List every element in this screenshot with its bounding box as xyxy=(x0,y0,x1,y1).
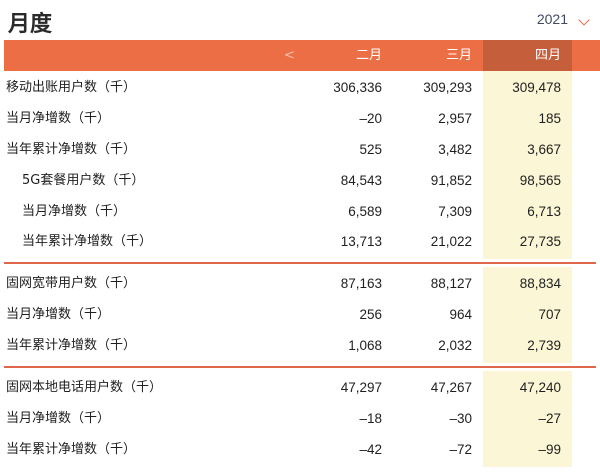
row-label: 当月净增数（千） xyxy=(6,411,111,426)
table-row: 固网本地电话用户数（千） 47,297 47,267 47,240 xyxy=(0,372,600,403)
section-divider xyxy=(4,366,596,368)
cell-value: 6,589 xyxy=(348,204,382,219)
cell-value: –99 xyxy=(538,442,561,457)
section-divider xyxy=(4,262,596,264)
active-column-header xyxy=(483,40,572,71)
cell-value: 2,032 xyxy=(438,338,472,353)
row-label: 当月净增数（千） xyxy=(6,111,111,126)
prev-month-icon[interactable]: < xyxy=(284,48,295,63)
cell-value: 309,293 xyxy=(423,80,472,95)
table-row: 当年累计净增数（千） 13,713 21,022 27,735 xyxy=(0,226,600,257)
table-row: 当年累计净增数（千） 525 3,482 3,667 xyxy=(0,134,600,165)
cell-value: 13,713 xyxy=(340,234,382,249)
cell-value: 185 xyxy=(538,111,561,126)
cell-value: –42 xyxy=(359,442,382,457)
current-month-highlight xyxy=(483,40,572,467)
table-row: 当年累计净增数（千） –42 –72 –99 xyxy=(0,434,600,465)
table-row: 当月净增数（千） –18 –30 –27 xyxy=(0,403,600,434)
page-title: 月度 xyxy=(8,12,53,37)
cell-value: 1,068 xyxy=(348,338,382,353)
cell-value: –30 xyxy=(449,411,472,426)
cell-value: 47,240 xyxy=(519,380,561,395)
table-row: 移动出账用户数（千） 306,336 309,293 309,478 xyxy=(0,72,600,103)
year-selector[interactable]: 2021 xyxy=(536,11,568,27)
cell-value: 87,163 xyxy=(340,276,382,291)
table-row: 5G套餐用户数（千） 84,543 91,852 98,565 xyxy=(0,165,600,196)
cell-value: –27 xyxy=(538,411,561,426)
cell-value: 707 xyxy=(538,307,561,322)
row-label: 固网本地电话用户数（千） xyxy=(6,380,163,395)
cell-value: 27,735 xyxy=(519,234,561,249)
chevron-down-icon[interactable] xyxy=(578,14,590,26)
row-label: 当年累计净增数（千） xyxy=(22,234,153,249)
cell-value: 306,336 xyxy=(333,80,382,95)
row-label: 固网宽带用户数（千） xyxy=(6,276,137,291)
column-header-apr[interactable]: 四月 xyxy=(534,48,561,63)
cell-value: 256 xyxy=(359,307,382,322)
row-label: 当年累计净增数（千） xyxy=(6,338,137,353)
cell-value: 98,565 xyxy=(519,173,561,188)
cell-value: –20 xyxy=(359,111,382,126)
cell-value: 84,543 xyxy=(340,173,382,188)
cell-value: 7,309 xyxy=(438,204,472,219)
cell-value: 3,482 xyxy=(438,142,472,157)
cell-value: 88,127 xyxy=(430,276,472,291)
row-label: 当年累计净增数（千） xyxy=(6,442,137,457)
row-label: 当年累计净增数（千） xyxy=(6,142,137,157)
column-header-mar: 三月 xyxy=(445,48,472,63)
cell-value: 88,834 xyxy=(519,276,561,291)
cell-value: 47,297 xyxy=(340,380,382,395)
cell-value: –18 xyxy=(359,411,382,426)
cell-value: 47,267 xyxy=(430,380,472,395)
table-row: 当年累计净增数（千） 1,068 2,032 2,739 xyxy=(0,330,600,361)
table-row: 当月净增数（千） 6,589 7,309 6,713 xyxy=(0,196,600,227)
cell-value: 309,478 xyxy=(512,80,561,95)
cell-value: 964 xyxy=(449,307,472,322)
cell-value: 2,957 xyxy=(438,111,472,126)
table-row: 固网宽带用户数（千） 87,163 88,127 88,834 xyxy=(0,268,600,299)
cell-value: 21,022 xyxy=(430,234,472,249)
table-row: 当月净增数（千） –20 2,957 185 xyxy=(0,103,600,134)
row-label: 当月净增数（千） xyxy=(6,307,111,322)
column-header-feb: 二月 xyxy=(355,48,382,63)
table-row: 当月净增数（千） 256 964 707 xyxy=(0,299,600,330)
cell-value: 3,667 xyxy=(527,142,561,157)
cell-value: 91,852 xyxy=(430,173,472,188)
row-label: 5G套餐用户数（千） xyxy=(22,173,145,188)
row-label: 当月净增数（千） xyxy=(22,204,127,219)
row-label: 移动出账用户数（千） xyxy=(6,80,137,95)
cell-value: 6,713 xyxy=(527,204,561,219)
cell-value: 525 xyxy=(359,142,382,157)
cell-value: 2,739 xyxy=(527,338,561,353)
cell-value: –72 xyxy=(449,442,472,457)
